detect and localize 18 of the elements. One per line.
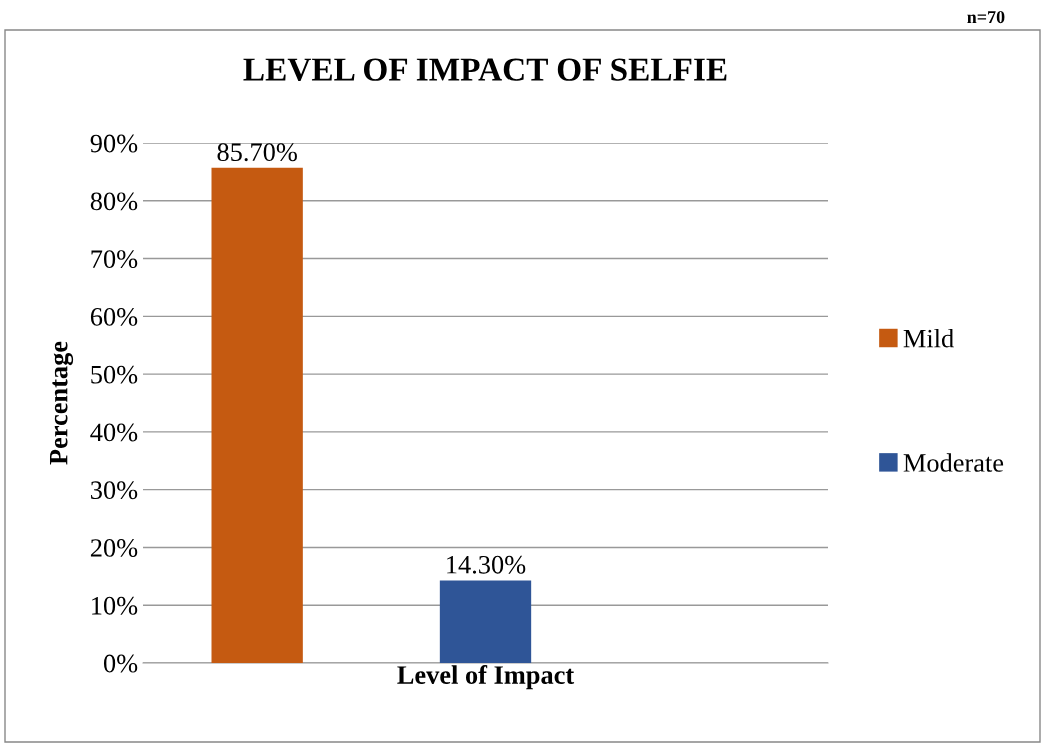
chart-title: LEVEL OF IMPACT OF SELFIE bbox=[243, 58, 727, 82]
y-tick-label: 30% bbox=[91, 481, 138, 500]
x-axis-title: Level of Impact bbox=[397, 665, 575, 690]
y-axis-title: Percentage bbox=[50, 341, 74, 465]
y-tick-label: 40% bbox=[90, 423, 138, 442]
legend-label: Mild bbox=[903, 328, 954, 348]
text: n=70 bbox=[967, 10, 1005, 24]
data-label: 14.30% bbox=[447, 555, 526, 574]
legend-label: Moderate bbox=[903, 453, 1004, 472]
data-label: 85.70% bbox=[217, 143, 297, 162]
y-tick-label: 60% bbox=[90, 307, 138, 326]
y-tick-label: 50% bbox=[91, 365, 138, 384]
y-tick-label: 10% bbox=[92, 596, 138, 615]
y-tick-label: 20% bbox=[90, 539, 138, 557]
y-tick-label: 0% bbox=[103, 654, 138, 673]
y-tick-label: 70% bbox=[91, 250, 138, 269]
y-tick-label: 80% bbox=[90, 192, 138, 211]
y-tick-label: 90% bbox=[90, 134, 138, 153]
